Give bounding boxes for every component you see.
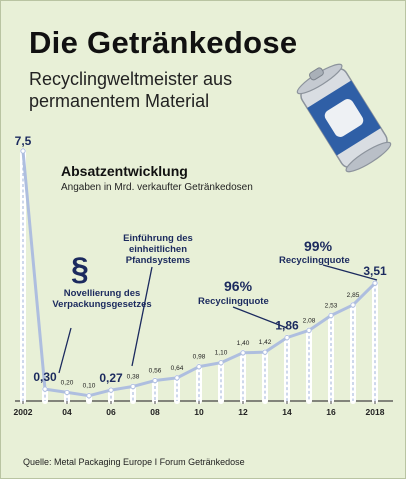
annotation-pointer-96 — [232, 306, 288, 329]
data-point — [130, 383, 136, 390]
chart-section-subtitle: Angaben in Mrd. verkaufter Getränkedosen — [61, 182, 253, 193]
annotation-pointer-pfand — [131, 266, 153, 367]
data-point — [152, 377, 158, 384]
label-96-percent: 96% — [224, 278, 253, 294]
annotation-quote-96: Recyclingquote — [198, 296, 269, 307]
x-tick-label: 16 — [326, 407, 336, 417]
data-point — [240, 350, 246, 356]
data-point — [64, 389, 70, 396]
data-label: 2,08 — [303, 317, 316, 324]
data-label: 3,51 — [363, 264, 387, 278]
data-point — [328, 312, 334, 319]
page-subtitle: Recyclingweltmeister aus permanentem Mat… — [29, 69, 233, 111]
x-tick-label: 14 — [282, 407, 292, 417]
data-point — [42, 386, 48, 392]
data-label: 2,85 — [347, 292, 360, 299]
data-point — [20, 148, 26, 154]
data-point — [86, 393, 92, 399]
data-point — [108, 387, 114, 393]
data-point — [174, 375, 180, 381]
data-label: 0,56 — [149, 368, 162, 375]
data-point — [350, 302, 356, 308]
annotation-pfand: Einführung des einheitlichen Pfandsystem… — [123, 233, 193, 266]
data-label: 0,27 — [99, 371, 123, 385]
data-point — [218, 360, 224, 366]
x-tick-label: 2002 — [14, 407, 33, 417]
annotation-pointer-novellierung — [58, 327, 72, 374]
data-point — [262, 349, 268, 355]
x-tick-label: 10 — [194, 407, 204, 417]
data-point — [372, 280, 378, 286]
paragraph-symbol: § — [71, 251, 89, 287]
label-99-percent: 99% — [304, 238, 333, 254]
chart-section-title: Absatzentwicklung — [61, 163, 188, 179]
x-tick-label: 08 — [150, 407, 160, 417]
data-label: 1,10 — [215, 350, 228, 357]
data-point — [306, 327, 312, 334]
annotation-novellierung: Novellierung des Verpackungsgesetzes — [52, 288, 152, 310]
data-point — [196, 363, 202, 370]
data-label: 1,40 — [237, 340, 250, 347]
page-title: Die Getränkedose — [29, 25, 298, 60]
data-label: 2,53 — [325, 303, 338, 310]
source-note: Quelle: Metal Packaging Europe I Forum G… — [23, 457, 245, 467]
data-label: 0,30 — [33, 370, 57, 384]
data-label: 0,10 — [83, 383, 96, 390]
x-tick-label: 12 — [238, 407, 248, 417]
x-tick-label: 06 — [106, 407, 116, 417]
x-tick-label: 2018 — [366, 407, 385, 417]
data-label: 0,20 — [61, 379, 74, 386]
annotation-quote-99: Recyclingquote — [279, 255, 350, 266]
data-label: 1,86 — [275, 319, 299, 333]
data-label: 0,38 — [127, 373, 140, 380]
x-tick-label: 04 — [62, 407, 72, 417]
data-label: 1,42 — [259, 339, 272, 346]
data-point — [284, 334, 290, 341]
annotation-pointer-99 — [322, 264, 378, 281]
data-label: 0,98 — [193, 354, 206, 361]
data-label: 0,64 — [171, 365, 184, 372]
data-label: 7,5 — [15, 134, 32, 148]
